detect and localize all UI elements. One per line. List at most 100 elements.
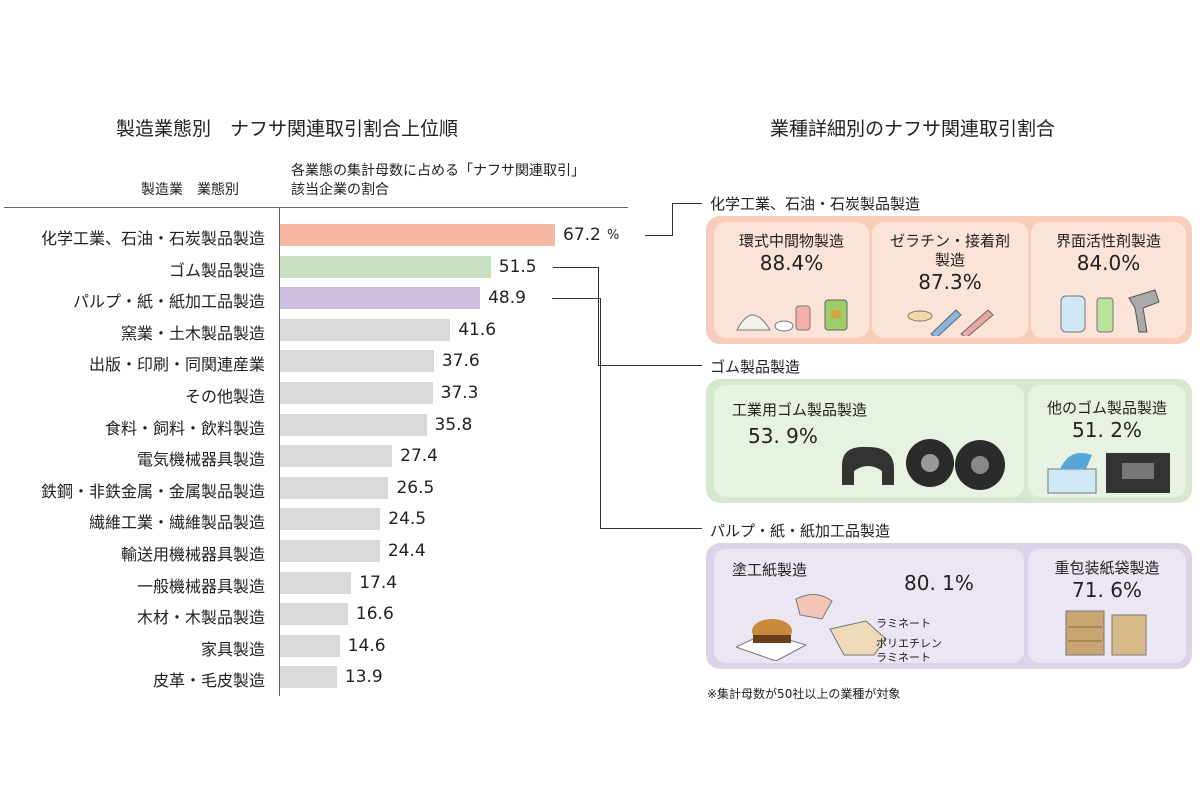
card-name: 塗工紙製造: [732, 561, 808, 579]
card-pct: 80. 1%: [904, 571, 974, 595]
card-industrial-rubber: 工業用ゴム製品製造 53. 9%: [714, 385, 1024, 497]
group-pulp-title: パルプ・紙・紙加工品製造: [710, 522, 891, 540]
card-cyclic-intermediates: 環式中間物製造 88.4%: [714, 222, 869, 338]
value-label: 67.2: [563, 225, 601, 245]
group-rubber-panel: 工業用ゴム製品製造 53. 9% 他のゴム製品製造 51. 2%: [706, 379, 1192, 503]
connector-pulp: [552, 298, 601, 299]
paper-bag-icon: [1065, 610, 1147, 656]
category-label: 食料・飼料・飲料製造: [104, 418, 265, 438]
connector-rubber: [553, 267, 599, 268]
card-name: 他のゴム製品製造: [1046, 399, 1167, 417]
connector-pulp-v: [600, 298, 601, 529]
category-label: 一般機械器具製造: [136, 576, 265, 596]
category-label: 繊維工業・繊維製品製造: [88, 513, 265, 533]
category-header: 製造業 業態別: [141, 182, 239, 198]
card-other-rubber: 他のゴム製品製造 51. 2%: [1028, 385, 1186, 497]
card-pct: 87.3%: [918, 270, 982, 294]
value-label: 24.4: [387, 541, 426, 561]
card-name: ゼラチン・接着剤 製造: [889, 232, 1010, 269]
card-surfactants: 界面活性剤製造 84.0%: [1031, 222, 1186, 338]
y-axis: [279, 208, 280, 696]
category-label: パルプ・紙・紙加工品製造: [72, 292, 265, 312]
bar: [280, 287, 481, 310]
bar: [280, 603, 348, 626]
adhesive-tube-icon: [907, 309, 994, 336]
bar: [280, 666, 337, 689]
value-label: 35.8: [434, 414, 473, 435]
detail-title: 業種詳細別のナフサ関連取引割合: [770, 118, 1056, 140]
value-label: 27.4: [400, 446, 438, 467]
bar: [280, 224, 555, 246]
value-label: 13.9: [344, 667, 383, 688]
category-label: 木材・木製品製造: [136, 608, 265, 628]
bar: [280, 413, 427, 436]
bar: [280, 445, 393, 468]
paper-products-icon: [736, 594, 887, 661]
unit-label: %: [607, 228, 620, 243]
card-pct: 51. 2%: [1072, 418, 1142, 442]
category-label: 皮革・毛皮製造: [152, 671, 265, 691]
bar: [280, 350, 434, 373]
connector-rubber-h: [598, 365, 702, 366]
card-name: 環式中間物製造: [738, 232, 844, 250]
card-gelatin-adhesives: ゼラチン・接着剤 製造 87.3%: [872, 222, 1028, 338]
bar: [280, 476, 389, 499]
tire-icon: [842, 439, 1005, 490]
group-chem-panel: 環式中間物製造 88.4% ゼラチン・接着剤 製造 87.3% 界面活性剤製造 …: [706, 216, 1192, 344]
connector-rubber-v: [598, 267, 599, 366]
card-pct: 53. 9%: [748, 424, 818, 448]
card-coated-paper: 塗工紙製造 80. 1% ラミネート ポリエチレン ラミネート: [714, 549, 1024, 664]
bar: [280, 382, 433, 404]
card-heavy-duty-bags: 重包装紙袋製造 71. 6%: [1028, 549, 1186, 663]
card-name: 工業用ゴム製品製造: [732, 401, 868, 419]
value-label: 37.6: [441, 351, 480, 372]
category-label: 電気機械器具製造: [136, 450, 265, 470]
value-header-line2: 該当企業の割合: [291, 182, 389, 198]
category-label: その他製造: [184, 387, 265, 406]
value-label: 48.9: [488, 288, 526, 309]
card-name: 重包装紙袋製造: [1054, 559, 1160, 577]
connector-chem: [645, 235, 673, 236]
value-label: 26.5: [396, 477, 435, 498]
category-label: 窯業・土木製品製造: [120, 323, 265, 343]
laminate-label: ラミネート: [876, 617, 931, 630]
value-header-line1: 各業態の集計母数に占める「ナフサ関連取引」: [291, 163, 585, 179]
category-label: 出版・印刷・同関連産業: [88, 355, 265, 375]
category-label: 輸送用機械器具製造: [120, 545, 265, 564]
category-label: 家具製造: [200, 639, 265, 659]
bar: [280, 571, 352, 594]
connector-chem-h: [672, 203, 702, 204]
detergent-spray-icon: [1060, 289, 1160, 333]
category-label: 鉄鋼・非鉄金属・金属製品製造: [40, 481, 265, 501]
value-label: 51.5: [498, 256, 537, 277]
card-pct: 84.0%: [1076, 251, 1141, 275]
card-pct: 88.4%: [759, 251, 824, 275]
chart-title: 製造業態別 ナフサ関連取引割合上位順: [116, 118, 459, 140]
gloves-rubber-part-icon: [1047, 452, 1170, 494]
group-chem-title: 化学工業、石油・石炭製品製造: [710, 195, 921, 213]
group-pulp-panel: 塗工紙製造 80. 1% ラミネート ポリエチレン ラミネート 重包装紙袋製造 …: [706, 543, 1192, 669]
category-label: 化学工業、石油・石炭製品製造: [40, 229, 265, 248]
connector-pulp-h: [600, 528, 702, 529]
bar: [280, 318, 451, 341]
bar: [280, 255, 491, 278]
chemical-products-icon: [736, 299, 848, 332]
value-label: 24.5: [388, 509, 427, 530]
card-pct: 71. 6%: [1072, 578, 1142, 602]
value-label: 17.4: [359, 572, 398, 593]
bar: [280, 540, 380, 562]
value-label: 37.3: [440, 383, 479, 403]
value-label: 14.6: [347, 635, 386, 656]
bar: [280, 508, 381, 531]
value-label: 41.6: [458, 319, 497, 340]
card-name: 界面活性剤製造: [1055, 232, 1161, 250]
connector-chem-v: [672, 203, 673, 236]
category-label: ゴム製品製造: [168, 260, 265, 280]
pe-laminate-label: ポリエチレン ラミネート: [876, 637, 942, 664]
value-label: 16.6: [355, 604, 394, 625]
bar: [280, 634, 340, 657]
group-rubber-title: ゴム製品製造: [710, 358, 801, 376]
footnote: ※集計母数が50社以上の業種が対象: [707, 687, 901, 701]
header-divider: [4, 207, 628, 208]
